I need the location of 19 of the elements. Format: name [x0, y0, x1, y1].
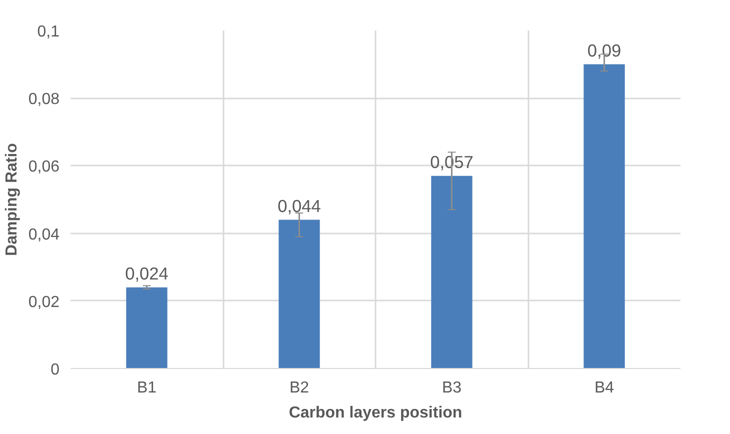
- data-label: 0,044: [278, 196, 322, 216]
- x-axis-title: Carbon layers position: [288, 404, 462, 422]
- data-label: 0,09: [587, 40, 622, 60]
- y-tick-label: 0,06: [28, 158, 60, 176]
- bar: [278, 220, 320, 368]
- x-tick-label: B4: [594, 380, 614, 396]
- bar: [431, 176, 472, 368]
- y-axis-title: Damping Ratio: [3, 142, 20, 256]
- x-tick-label: B1: [136, 380, 157, 396]
- y-tick-label: 0,08: [28, 91, 60, 108]
- data-label: 0,024: [125, 263, 169, 284]
- bar: [126, 287, 168, 368]
- y-tick-label: 0,04: [28, 226, 60, 244]
- y-tick-label: 0,1: [37, 24, 60, 40]
- bar: [584, 64, 625, 368]
- y-tick-label: 0,02: [28, 294, 60, 311]
- x-tick-label: B2: [289, 380, 310, 396]
- y-tick-label: 0: [50, 362, 60, 378]
- x-tick-label: B3: [442, 380, 462, 396]
